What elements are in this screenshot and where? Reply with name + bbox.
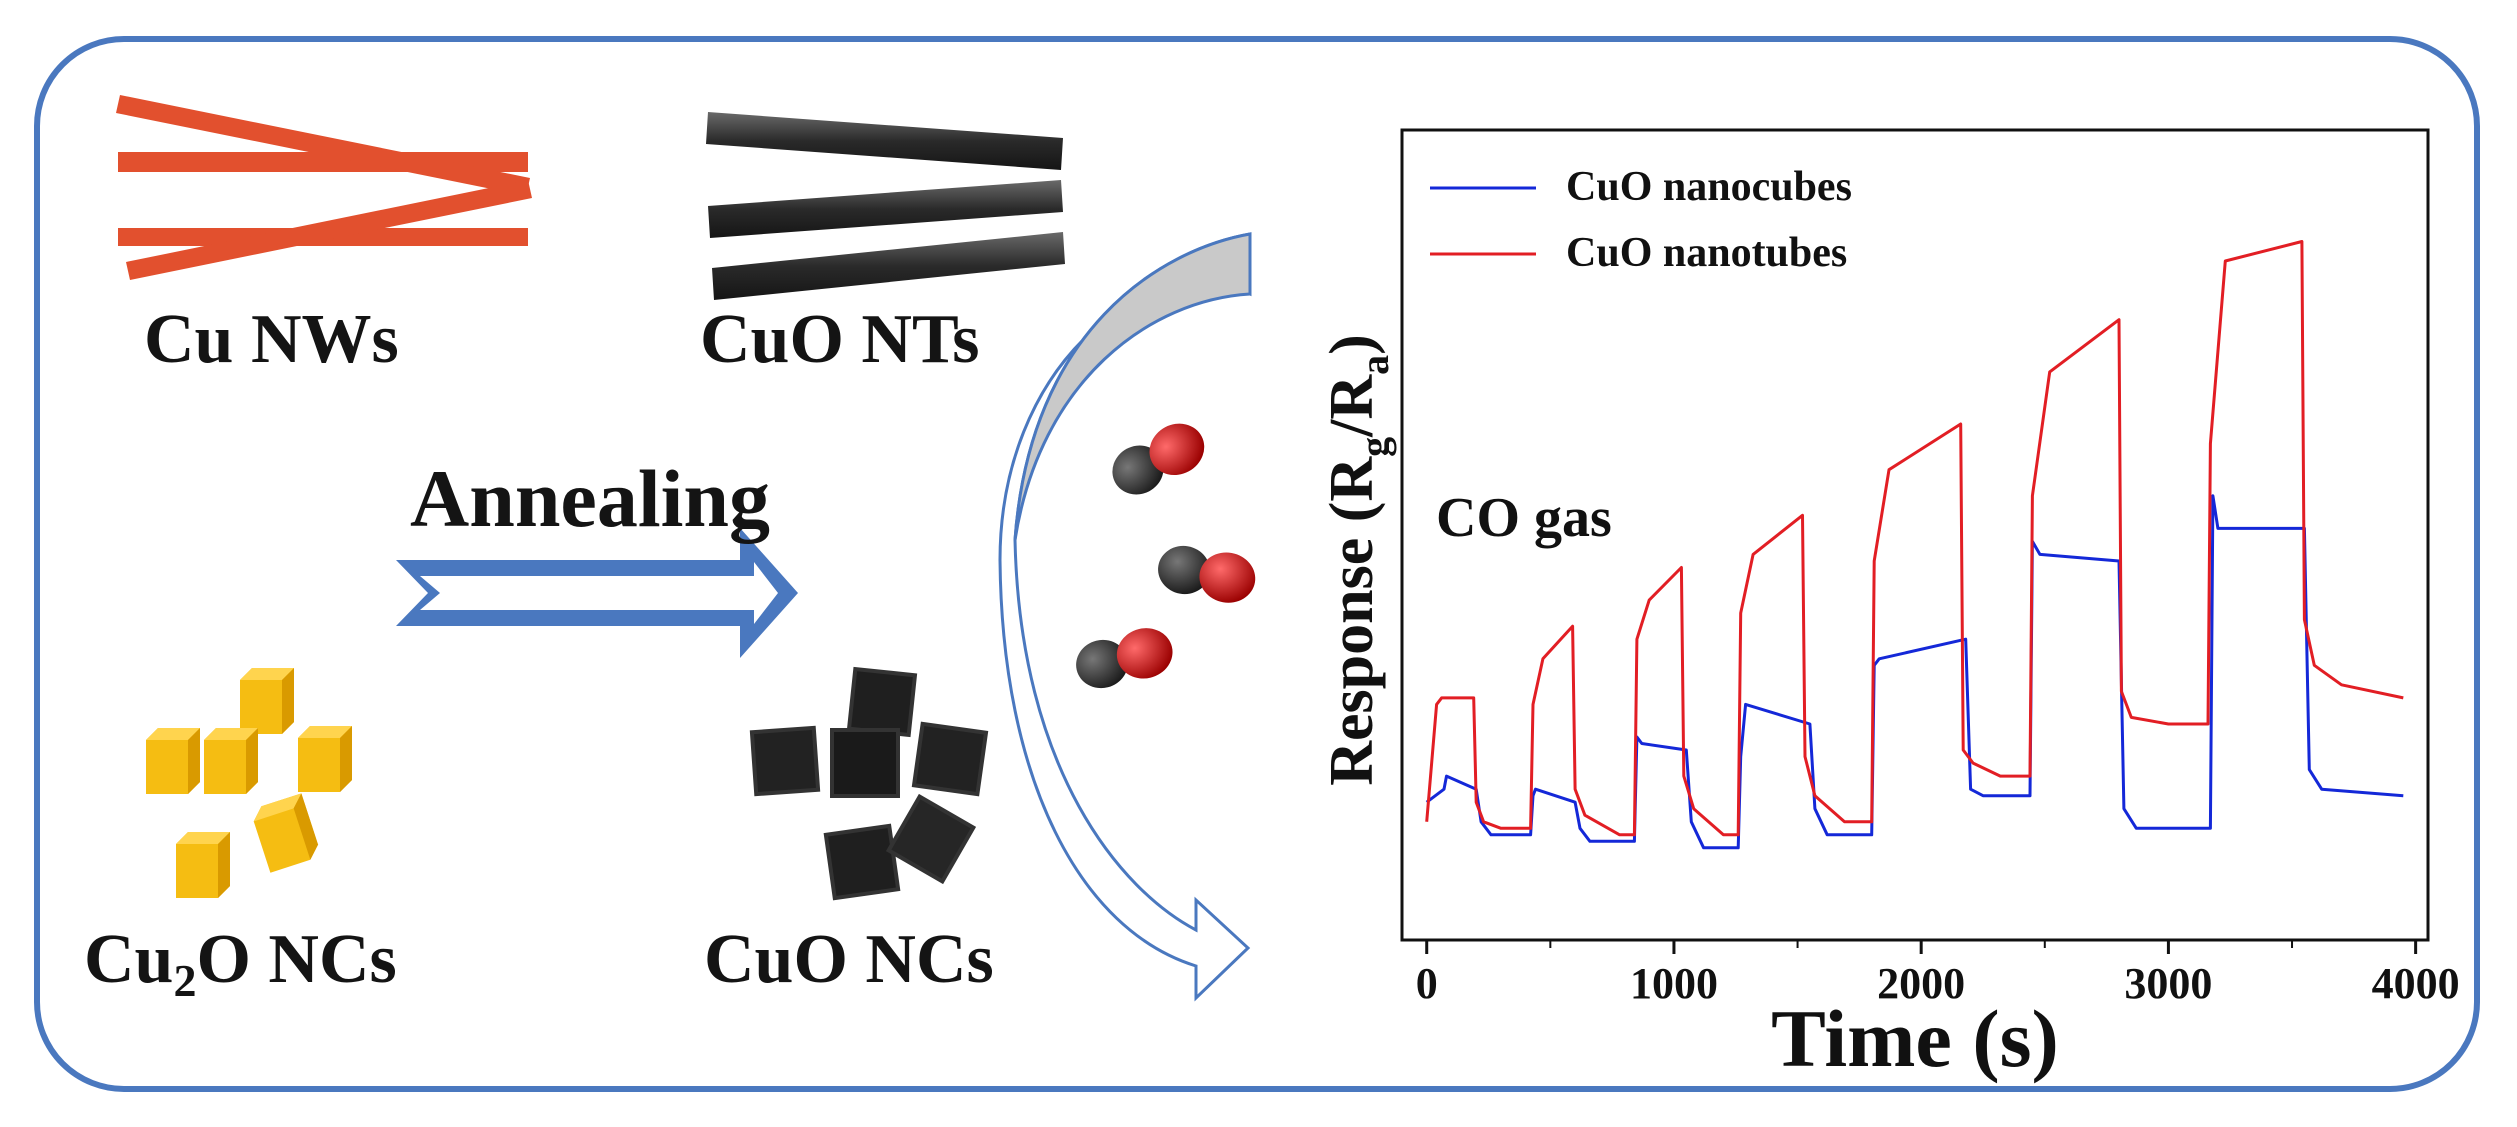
x-tick-label: 0 [1416,959,1438,1008]
series-layer [1425,240,2404,850]
nanowire [126,180,532,280]
label-cu2o-sub: 2 [173,955,197,1006]
x-tick-label: 4000 [2372,959,2460,1008]
label-cu2o-prefix: Cu [84,921,174,998]
cuo-nanotubes [706,112,1065,300]
label-cuo-nts: CuO NTs [700,301,980,378]
nanowire [116,95,530,196]
label-annealing: Annealing [410,453,770,544]
black-cube [885,793,977,885]
x-tick-label: 2000 [1877,959,1965,1008]
cube [204,728,258,794]
cube [298,726,352,792]
black-cube [823,823,901,901]
label-cu2o-suffix: O NCs [196,921,397,998]
series-line-nanocubes [1425,494,2404,850]
co-molecule [1112,423,1205,495]
series-line-nanotubes [1425,240,2404,837]
black-cube [911,721,989,797]
cu2o-nanocubes [146,668,352,898]
label-cu2o-ncs: Cu2O NCs [84,920,397,1006]
co-molecule [1076,628,1173,689]
label-cu-nws: Cu NWs [144,301,399,378]
x-axis-title: Time (s) [1771,993,2059,1084]
legend-label-nanotubes: CuO nanotubes [1566,230,1847,276]
label-cuo-ncs: CuO NCs [704,921,994,998]
cube [176,832,230,898]
cube [146,728,200,794]
co-molecule [1158,545,1256,603]
cube [253,793,319,873]
annotation-co-gas: CO gas [1436,487,1612,549]
annealing-arrow [396,528,798,658]
x-tick-label: 3000 [2124,959,2212,1008]
nanotube [708,180,1063,238]
nanotube [706,112,1063,170]
x-axis: 0 1000 2000 3000 4000 [1416,940,2460,1008]
cube [240,668,294,734]
gas-flow-arrow [998,232,1252,1002]
black-cube [830,728,900,798]
cu-nanowires [116,95,532,280]
legend: CuO nanocubes CuO nanotubes [1430,164,1852,276]
legend-label-nanocubes: CuO nanocubes [1566,164,1852,210]
x-tick-label: 1000 [1630,959,1718,1008]
nanotube [712,232,1065,300]
cuo-nanocubes [749,666,989,901]
figure-frame [34,36,2480,1092]
black-cube [749,725,821,797]
y-axis-title: Response (Rg/Ra) [1318,334,1397,786]
plot-frame [1400,128,2430,942]
